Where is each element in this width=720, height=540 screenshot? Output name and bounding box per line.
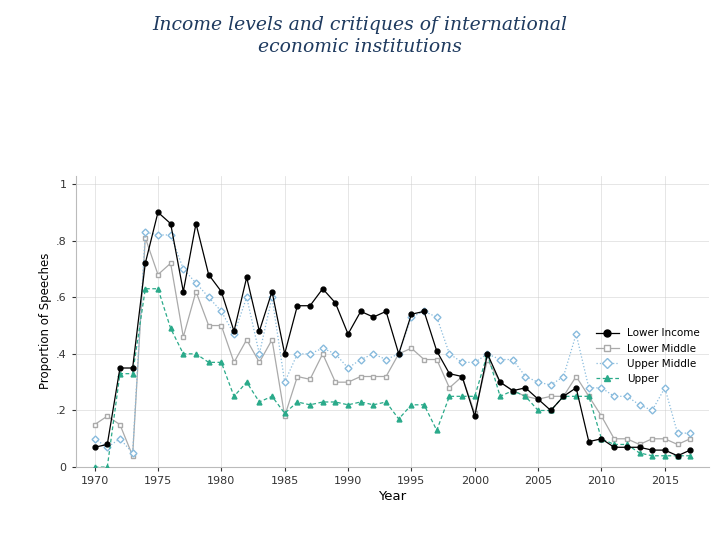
Text: GEORGETOWN
UNIVERSITY: GEORGETOWN UNIVERSITY bbox=[598, 493, 698, 522]
Legend: Lower Income, Lower Middle, Upper Middle, Upper: Lower Income, Lower Middle, Upper Middle… bbox=[592, 325, 704, 388]
Y-axis label: Proportion of Speeches: Proportion of Speeches bbox=[39, 253, 52, 389]
X-axis label: Year: Year bbox=[378, 490, 407, 503]
Text: Income levels and critiques of international
economic institutions: Income levels and critiques of internati… bbox=[153, 16, 567, 56]
